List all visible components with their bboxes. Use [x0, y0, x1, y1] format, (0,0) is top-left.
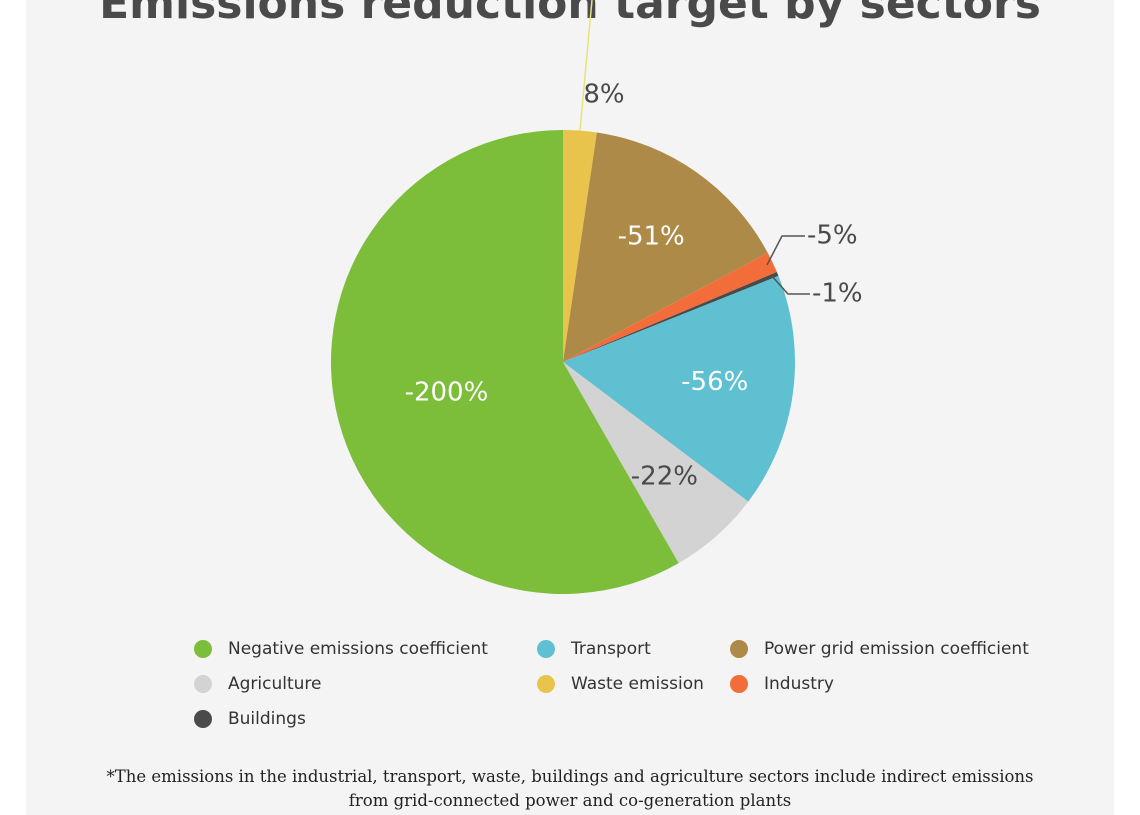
- data-label-transport: -56%: [681, 367, 748, 397]
- data-label-agriculture: -22%: [631, 461, 698, 491]
- data-label-power-grid-emission-coefficient: -51%: [618, 221, 685, 251]
- pie-slice-transport: [563, 275, 795, 502]
- leader-line-buildings: [771, 275, 810, 295]
- data-label-industry: -5%: [807, 221, 858, 251]
- pie-slice-buildings: [563, 271, 779, 362]
- leader-line-waste-emission: [579, 0, 593, 131]
- footnote-line-2: from grid-connected power and co-generat…: [348, 791, 792, 810]
- data-label-buildings: -1%: [812, 279, 863, 309]
- chart-title: Emissions reduction target by sectors: [99, 0, 1041, 29]
- footnote-line-1: *The emissions in the industrial, transp…: [106, 767, 1034, 786]
- pie-slice-power-grid-emission-coefficient: [563, 132, 768, 362]
- pie-slice-agriculture: [563, 362, 749, 564]
- pie-slice-waste-emission: [563, 130, 597, 362]
- pie-slice-negative-emissions-coefficient: [331, 130, 679, 594]
- data-label-negative-emissions-coefficient: -200%: [405, 378, 489, 408]
- footnote: *The emissions in the industrial, transp…: [60, 765, 1080, 813]
- leader-line-industry: [766, 235, 805, 266]
- data-label-waste-emission: 8%: [583, 80, 624, 110]
- pie-slice-industry: [563, 252, 777, 362]
